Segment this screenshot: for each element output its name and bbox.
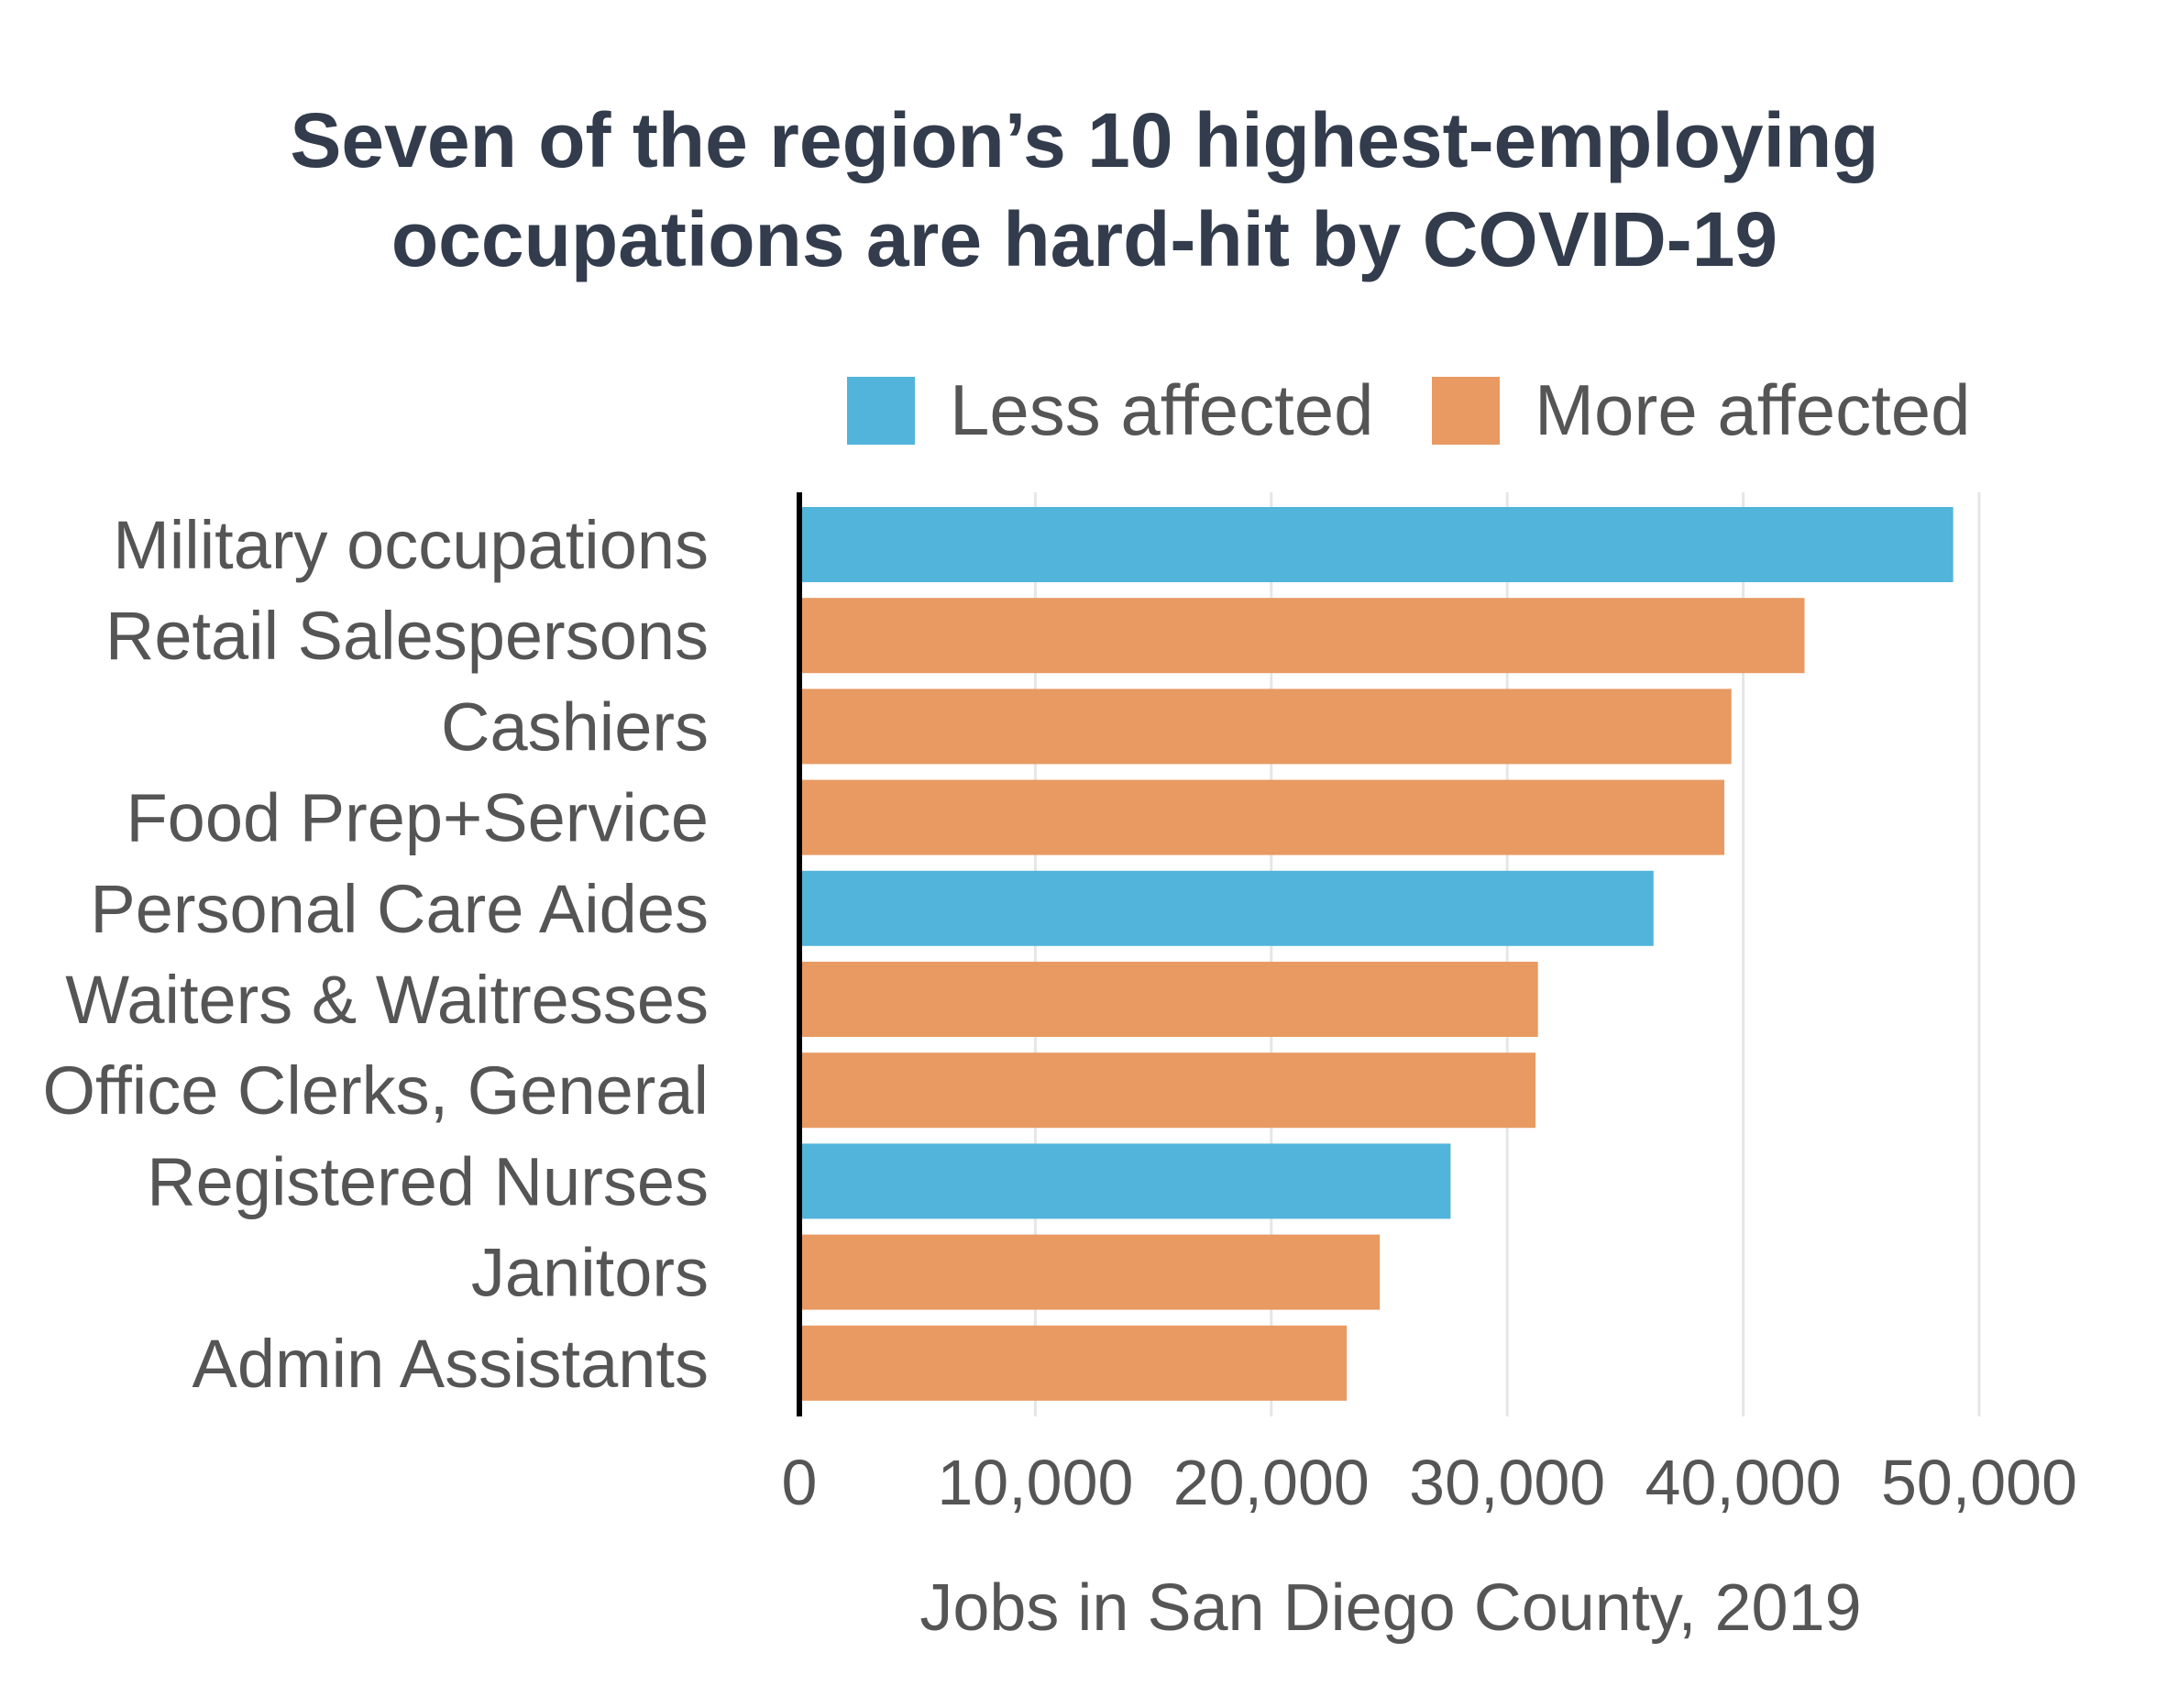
legend-swatch-less-affected [847,377,915,445]
x-tick-label-30000: 30,000 [1409,1447,1605,1518]
x-tick-label-50000: 50,000 [1881,1447,2077,1518]
bar-military-occupations [799,507,1953,582]
category-label-food-prep-service: Food Prep+Service [126,780,709,856]
bar-janitors [799,1234,1381,1310]
category-labels: Military occupations Retail Salespersons C… [42,507,709,1402]
bars [799,507,1953,1401]
category-label-registered-nurses: Registered Nurses [147,1143,709,1219]
category-label-admin-assistants: Admin Assistants [193,1326,709,1402]
x-axis-tick-labels: 0 10,000 20,000 30,000 40,000 50,000 [782,1447,2078,1518]
bar-admin-assistants [799,1325,1348,1401]
x-axis-title: Jobs in San Diego County, 2019 [919,1571,1861,1645]
x-tick-label-10000: 10,000 [937,1447,1133,1518]
category-label-cashiers: Cashiers [441,689,709,765]
x-tick-label-40000: 40,000 [1645,1447,1842,1518]
legend-label-more-affected: More affected [1535,369,1971,450]
bar-office-clerks-general [799,1052,1536,1129]
legend-label-less-affected: Less affected [950,369,1374,450]
bar-food-prep-service [799,779,1725,855]
chart-title-line-2: occupations are hard-hit by COVID-19 [391,196,1777,282]
bar-registered-nurses [799,1143,1451,1219]
legend: Less affected More affected [847,369,1971,450]
bar-personal-care-aides [799,870,1654,946]
x-tick-label-20000: 20,000 [1173,1447,1370,1518]
category-label-office-clerks-general: Office Clerks, General [42,1052,709,1129]
category-label-retail-salespersons: Retail Salespersons [105,598,709,674]
chart-title-line-1: Seven of the region’s 10 highest-employi… [290,97,1878,183]
legend-swatch-more-affected [1432,377,1500,445]
category-label-janitors: Janitors [471,1235,709,1311]
category-label-waiters-waitresses: Waiters & Waitresses [65,962,709,1038]
bar-retail-salespersons [799,598,1805,674]
category-label-military-occupations: Military occupations [113,507,709,583]
category-label-personal-care-aides: Personal Care Aides [90,871,709,947]
x-tick-label-0: 0 [782,1447,818,1518]
bar-cashiers [799,689,1732,765]
bar-waiters-waitresses [799,962,1538,1037]
